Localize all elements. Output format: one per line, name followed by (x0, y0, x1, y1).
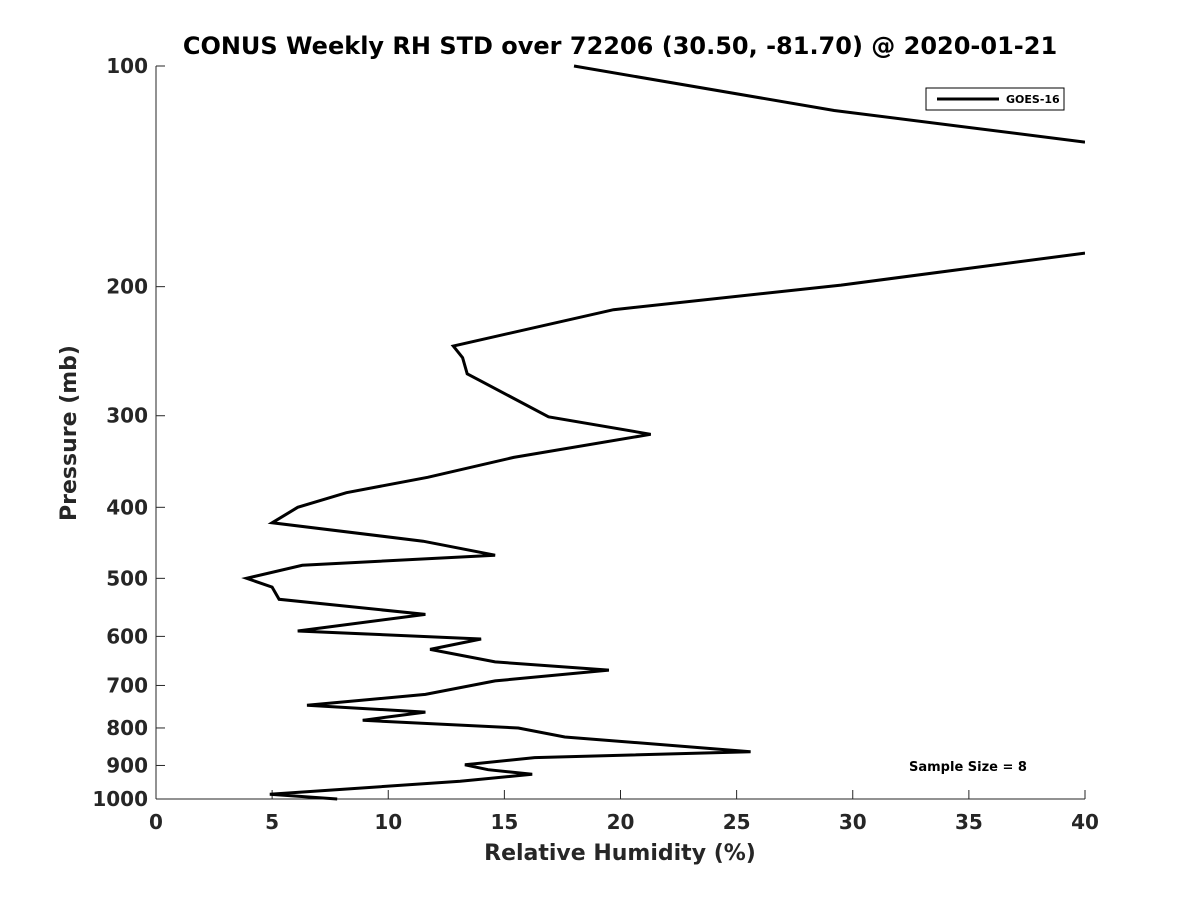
legend-label-goes-16: GOES-16 (1006, 93, 1060, 106)
y-tick-label: 600 (106, 624, 148, 648)
y-axis: 100 200 300 400 500 600 700 800 900 1000 (92, 54, 165, 811)
y-tick-label: 500 (106, 566, 148, 590)
y-tick-label: 300 (106, 404, 148, 428)
y-tick-label: 800 (106, 716, 148, 740)
x-tick-label: 25 (723, 810, 751, 834)
y-tick-label: 400 (106, 495, 148, 519)
y-tick-label: 100 (106, 54, 148, 78)
sample-size-annotation: Sample Size = 8 (909, 760, 1027, 775)
y-tick-label: 1000 (92, 787, 148, 811)
x-tick-label: 20 (607, 810, 635, 834)
y-axis-label: Pressure (mb) (57, 345, 82, 521)
x-tick-label: 5 (265, 810, 279, 834)
y-tick-label: 900 (106, 753, 148, 777)
x-tick-label: 0 (149, 810, 163, 834)
x-axis-label: Relative Humidity (%) (484, 841, 756, 866)
series-layer (241, 64, 1085, 801)
chart-title: CONUS Weekly RH STD over 72206 (30.50, -… (183, 32, 1057, 60)
x-tick-label: 15 (490, 810, 518, 834)
y-tick-label: 200 (106, 275, 148, 299)
x-tick-label: 35 (955, 810, 983, 834)
legend: GOES-16 (925, 87, 1065, 111)
series-line-goes-16 (241, 64, 1085, 801)
x-tick-label: 30 (839, 810, 867, 834)
plot-area (155, 66, 1085, 800)
y-tick-label: 700 (106, 673, 148, 697)
x-axis: 0 5 10 15 20 25 30 35 40 (149, 790, 1099, 834)
x-tick-label: 40 (1071, 810, 1099, 834)
x-tick-label: 10 (374, 810, 402, 834)
